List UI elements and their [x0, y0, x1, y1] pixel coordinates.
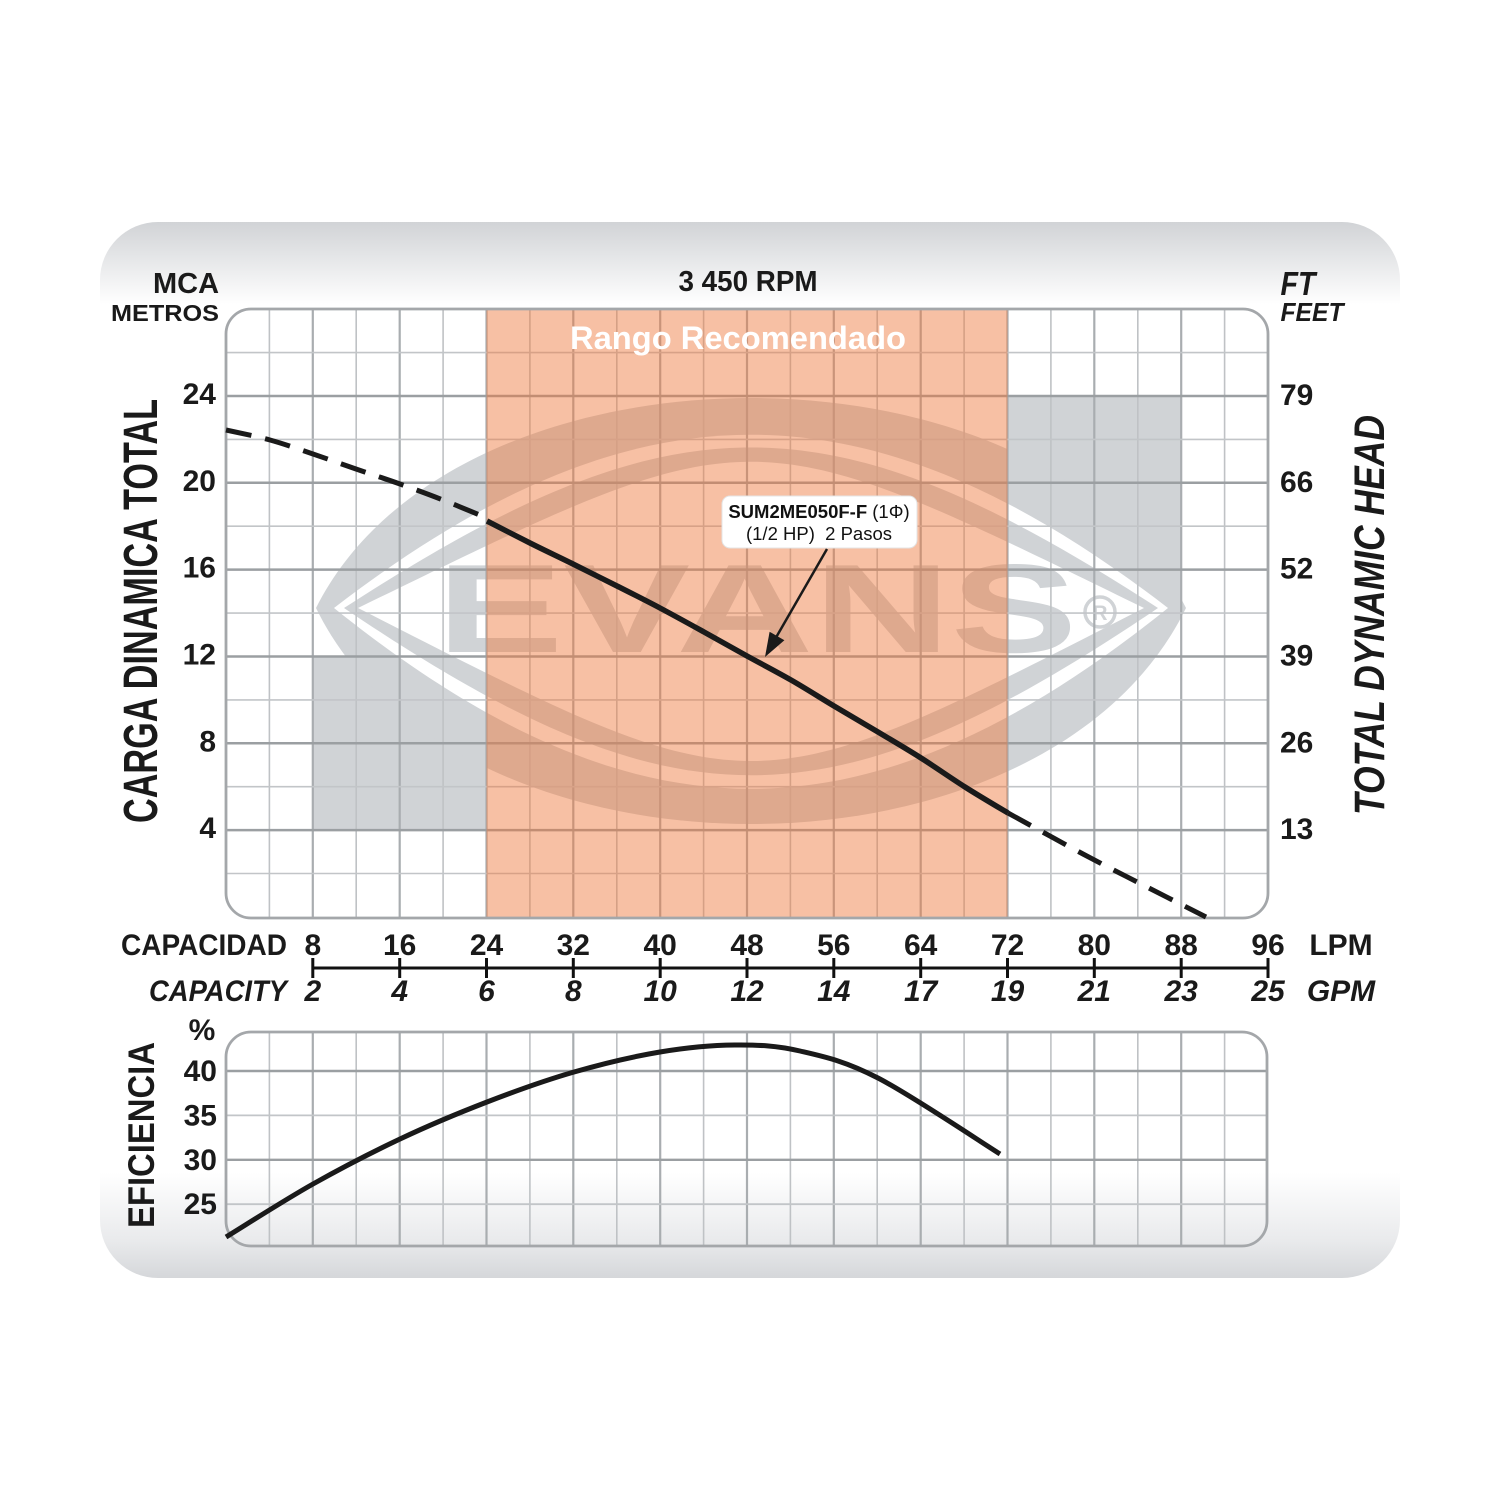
svg-text:4: 4 — [390, 975, 408, 1008]
svg-text:20: 20 — [183, 465, 216, 498]
svg-text:8: 8 — [199, 725, 216, 758]
svg-text:26: 26 — [1280, 726, 1313, 759]
svg-text:LPM: LPM — [1309, 929, 1372, 962]
svg-text:30: 30 — [184, 1144, 217, 1177]
svg-text:MCA: MCA — [153, 268, 219, 300]
svg-text:SUM2ME050F-F (1Φ): SUM2ME050F-F (1Φ) — [728, 501, 909, 522]
svg-text:4: 4 — [199, 812, 216, 845]
svg-text:10: 10 — [644, 975, 678, 1008]
svg-text:TOTAL DYNAMIC HEAD: TOTAL DYNAMIC HEAD — [1346, 415, 1394, 815]
svg-text:32: 32 — [557, 929, 590, 962]
svg-text:8: 8 — [304, 929, 321, 962]
svg-text:48: 48 — [730, 929, 763, 962]
svg-text:88: 88 — [1165, 929, 1198, 962]
svg-text:FEET: FEET — [1281, 297, 1346, 327]
svg-text:GPM: GPM — [1307, 975, 1376, 1008]
svg-text:%: % — [189, 1014, 216, 1047]
svg-text:2: 2 — [303, 975, 321, 1008]
svg-text:25: 25 — [184, 1188, 217, 1221]
svg-text:35: 35 — [184, 1099, 217, 1132]
svg-text:13: 13 — [1280, 813, 1313, 846]
svg-text:CARGA DINAMICA TOTAL: CARGA DINAMICA TOTAL — [115, 399, 168, 823]
svg-text:FT: FT — [1281, 265, 1318, 302]
svg-text:6: 6 — [478, 975, 495, 1008]
svg-text:72: 72 — [991, 929, 1024, 962]
svg-text:14: 14 — [817, 975, 851, 1008]
svg-text:23: 23 — [1164, 975, 1199, 1008]
svg-text:17: 17 — [904, 975, 939, 1008]
svg-text:3 450 RPM: 3 450 RPM — [679, 266, 818, 298]
svg-text:24: 24 — [470, 929, 504, 962]
svg-text:12: 12 — [730, 975, 764, 1008]
svg-text:CAPACITY: CAPACITY — [149, 975, 290, 1008]
svg-text:8: 8 — [565, 975, 582, 1008]
svg-text:24: 24 — [183, 378, 217, 411]
svg-text:52: 52 — [1280, 553, 1313, 586]
svg-text:79: 79 — [1280, 379, 1313, 412]
svg-text:CAPACIDAD: CAPACIDAD — [121, 929, 287, 962]
svg-text:64: 64 — [904, 929, 938, 962]
svg-text:56: 56 — [817, 929, 850, 962]
svg-text:16: 16 — [383, 929, 416, 962]
svg-text:Rango Recomendado: Rango Recomendado — [570, 320, 906, 356]
svg-text:16: 16 — [183, 552, 216, 585]
svg-text:METROS: METROS — [111, 300, 219, 326]
svg-text:40: 40 — [644, 929, 677, 962]
svg-text:12: 12 — [183, 639, 216, 672]
svg-text:EFICIENCIA: EFICIENCIA — [121, 1042, 162, 1228]
svg-text:40: 40 — [184, 1055, 217, 1088]
svg-text:80: 80 — [1078, 929, 1111, 962]
svg-text:25: 25 — [1250, 975, 1286, 1008]
svg-text:39: 39 — [1280, 640, 1313, 673]
svg-text:21: 21 — [1077, 975, 1111, 1008]
svg-text:(1/2 HP) 2 Pasos: (1/2 HP) 2 Pasos — [746, 523, 892, 544]
svg-text:96: 96 — [1251, 929, 1284, 962]
svg-text:19: 19 — [991, 975, 1025, 1008]
svg-text:66: 66 — [1280, 466, 1313, 499]
